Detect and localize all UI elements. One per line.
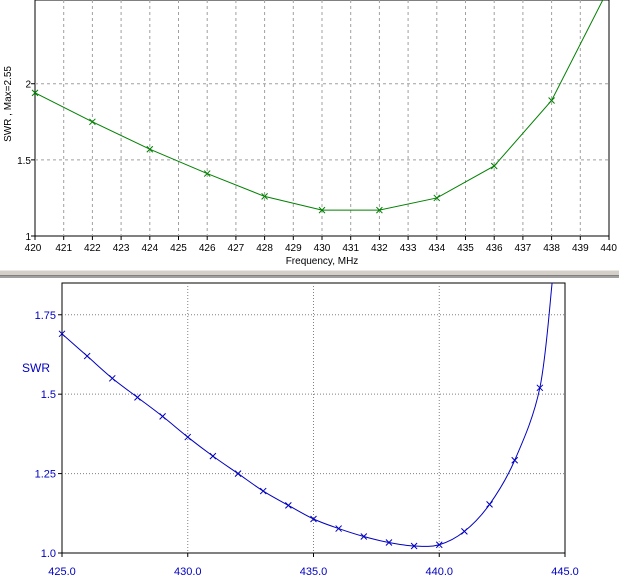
bottom-y-tick-label: 1.0 [41,548,56,560]
top-data-point [490,162,498,170]
top-y-tick-labels: 11.52 [17,80,31,243]
bottom-chart: 425.0 430.0 435.0 440.0 445.0 1.0 1.25 1.5 1.75… [22,282,579,578]
top-x-tick-label: 436 [486,243,503,254]
top-x-tick-label: 429 [285,243,302,254]
bottom-data-point [58,330,66,338]
bottom-data-point [461,528,468,535]
top-data-point [146,145,154,153]
bottom-x-tick-labels: 425.0 430.0 435.0 440.0 445.0 [48,566,579,578]
top-grid [31,0,610,240]
top-x-tick-label: 427 [228,243,245,254]
bottom-x-tick-label: 430.0 [174,566,202,578]
top-x-tick-label: 424 [141,243,158,254]
bottom-x-tick-label: 445.0 [551,566,579,578]
bottom-data-point [108,374,116,382]
bottom-data-point [486,501,493,508]
top-data-point [376,206,383,214]
top-x-axis-label: Frequency, MHz [286,256,359,267]
top-x-tick-label: 432 [371,243,388,254]
top-series [31,0,604,214]
bottom-data-point [360,533,368,540]
top-y-axis-label: SWR , Max=2.55 [3,66,14,142]
bottom-data-point [435,541,443,549]
bottom-data-point [209,452,217,460]
bottom-data-point [83,352,91,360]
bottom-data-point [511,456,519,464]
bottom-y-tick-label: 1.5 [41,389,56,401]
bottom-grid [58,283,566,557]
bottom-data-point [410,542,418,550]
bottom-data-point [234,470,242,477]
bottom-x-tick-label: 440.0 [425,566,453,578]
top-x-tick-label: 430 [314,243,331,254]
bottom-data-point [536,384,544,392]
top-data-point [318,206,326,214]
top-x-tick-label: 426 [199,243,216,254]
top-x-tick-label: 433 [400,243,417,254]
bottom-y-tick-label: 1.25 [35,469,56,481]
top-x-tick-label: 437 [515,243,532,254]
top-data-point [203,170,211,177]
pane-splitter[interactable] [0,269,619,278]
top-x-tick-label: 421 [55,243,72,254]
top-x-tick-label: 420 [25,243,42,254]
top-x-tick-label: 438 [543,243,560,254]
top-data-point [433,194,441,202]
top-y-tick-label: 1 [25,232,31,243]
bottom-y-tick-labels: 1.0 1.25 1.5 1.75 [35,310,56,560]
top-chart: 420 421 422 423 424 425 426 427 428 429 430 431 432 4… [3,0,617,267]
bottom-data-point [284,501,292,509]
top-data-point [548,97,555,104]
bottom-y-axis-label: SWR [22,361,50,375]
bottom-series [58,283,553,550]
top-data-point [31,89,39,97]
bottom-data-point [159,413,166,420]
bottom-data-point [184,433,192,441]
top-x-tick-label: 422 [84,243,101,254]
bottom-data-point [335,525,343,532]
top-x-tick-label: 431 [342,243,359,254]
top-x-tick-label: 428 [256,243,273,254]
top-data-point [89,118,96,126]
top-y-tick-label: 2 [25,80,31,91]
bottom-y-tick-label: 1.75 [35,310,56,322]
top-x-tick-label: 435 [457,243,474,254]
top-x-tick-labels: 420 421 422 423 424 425 426 427 428 429 430 431 432 4… [25,243,618,254]
top-x-tick-label: 425 [170,243,187,254]
top-x-tick-label: 423 [113,243,130,254]
bottom-x-tick-label: 435.0 [300,566,328,578]
top-plot-area [34,0,610,237]
bottom-x-tick-label: 425.0 [48,566,76,578]
bottom-data-point [310,515,317,523]
top-x-tick-label: 434 [428,243,445,254]
top-y-tick-label: 1.5 [17,156,31,167]
bottom-data-point [259,487,267,495]
top-x-tick-label: 439 [572,243,589,254]
top-x-tick-label: 440 [600,243,617,254]
bottom-data-point [385,539,393,546]
bottom-data-point [134,393,141,401]
top-data-point [261,193,268,200]
